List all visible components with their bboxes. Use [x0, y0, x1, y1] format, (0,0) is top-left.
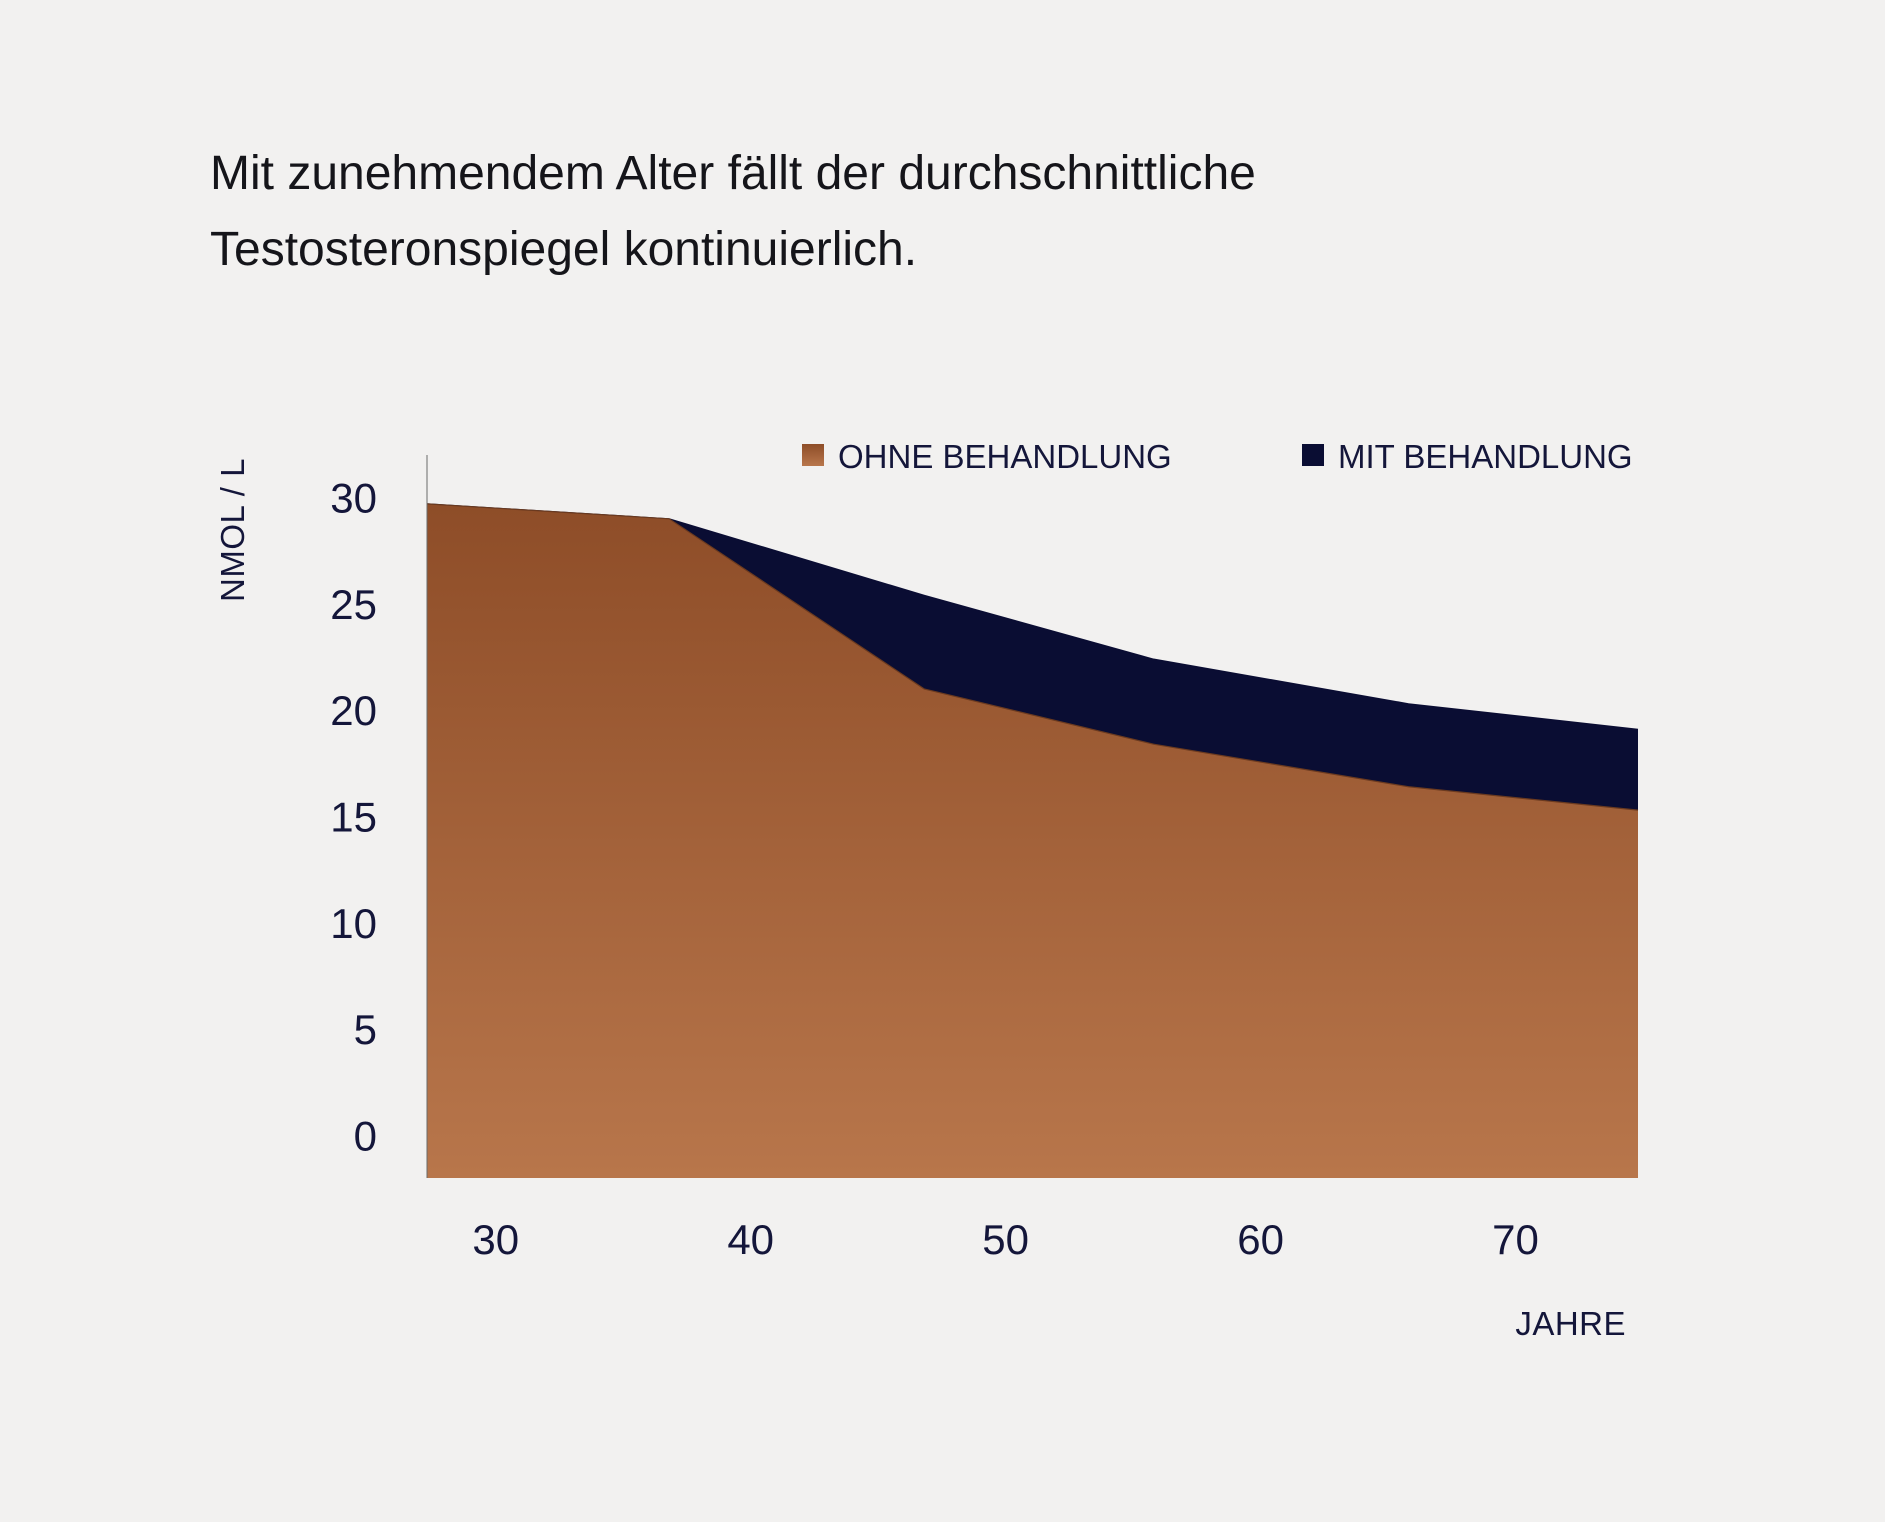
legend-swatch-ohne-behandlung [802, 444, 824, 466]
x-axis-label: JAHRE [1515, 1305, 1626, 1342]
x-tick-label: 50 [982, 1216, 1029, 1263]
chart-title-line-1: Mit zunehmendem Alter fällt der durchsch… [210, 147, 1256, 200]
legend: OHNE BEHANDLUNG MIT BEHANDLUNG [802, 438, 1633, 475]
legend-swatch-mit-behandlung [1302, 444, 1324, 466]
legend-label-mit-behandlung: MIT BEHANDLUNG [1338, 438, 1633, 475]
y-axis-label: NMOL / L [214, 458, 251, 602]
x-tick-label: 60 [1237, 1216, 1284, 1263]
line-ohne-behandlung [426, 503, 1639, 811]
y-tick-label: 25 [330, 581, 377, 628]
x-tick-label: 30 [472, 1216, 519, 1263]
legend-label-ohne-behandlung: OHNE BEHANDLUNG [838, 438, 1172, 475]
y-tick-label: 30 [330, 475, 377, 522]
x-axis-ticks: 30 40 50 60 70 [472, 1216, 1539, 1263]
y-tick-label: 15 [330, 794, 377, 841]
area-ohne-behandlung [427, 503, 1638, 1178]
chart-title: Mit zunehmendem Alter fällt der durchsch… [210, 136, 1510, 288]
x-tick-label: 70 [1492, 1216, 1539, 1263]
y-axis-ticks: 0 5 10 15 20 25 30 [330, 475, 377, 1160]
area-series-group [426, 503, 1639, 1178]
y-tick-label: 10 [330, 900, 377, 947]
y-tick-label: 5 [354, 1006, 377, 1053]
chart-title-line-2: Testosteronspiegel kontinuierlich. [210, 223, 918, 276]
y-tick-label: 20 [330, 687, 377, 734]
y-tick-label: 0 [354, 1112, 377, 1159]
x-tick-label: 40 [727, 1216, 774, 1263]
